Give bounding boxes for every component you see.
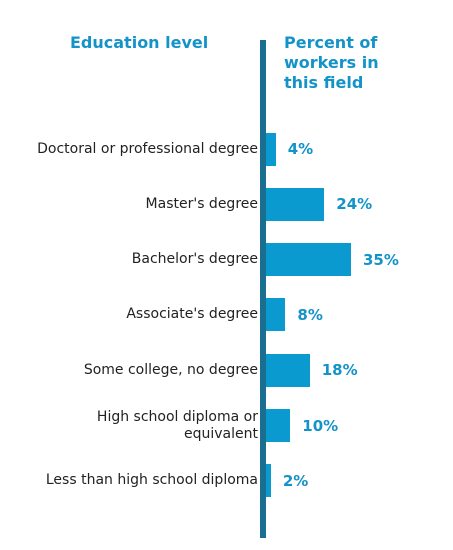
category-axis-header: Education level	[70, 33, 209, 52]
value-label: 10%	[302, 416, 339, 435]
category-label: Bachelor's degree	[131, 251, 258, 268]
value-label: 24%	[336, 195, 373, 214]
bar	[266, 409, 291, 442]
bar	[266, 353, 310, 387]
bar	[266, 187, 325, 221]
value-label: 2%	[282, 471, 309, 490]
value-axis-header: Percent of workers in this field	[284, 33, 379, 92]
value-label: 35%	[363, 250, 399, 269]
category-label: Associate's degree	[126, 306, 258, 323]
value-label: 18%	[321, 361, 358, 380]
value-label: 4%	[287, 140, 314, 158]
value-label: 8%	[297, 305, 323, 324]
category-label: Master's degree	[145, 195, 258, 212]
category-label: Some college, no degree	[83, 361, 258, 378]
axis-line	[260, 40, 266, 538]
bar	[266, 243, 351, 277]
category-label: Less than high school diploma	[45, 472, 258, 489]
bar	[266, 132, 276, 166]
bar	[266, 464, 271, 498]
bar	[266, 298, 286, 332]
category-label: High school diploma or equivalent	[96, 408, 258, 442]
category-label: Doctoral or professional degree	[37, 140, 258, 157]
